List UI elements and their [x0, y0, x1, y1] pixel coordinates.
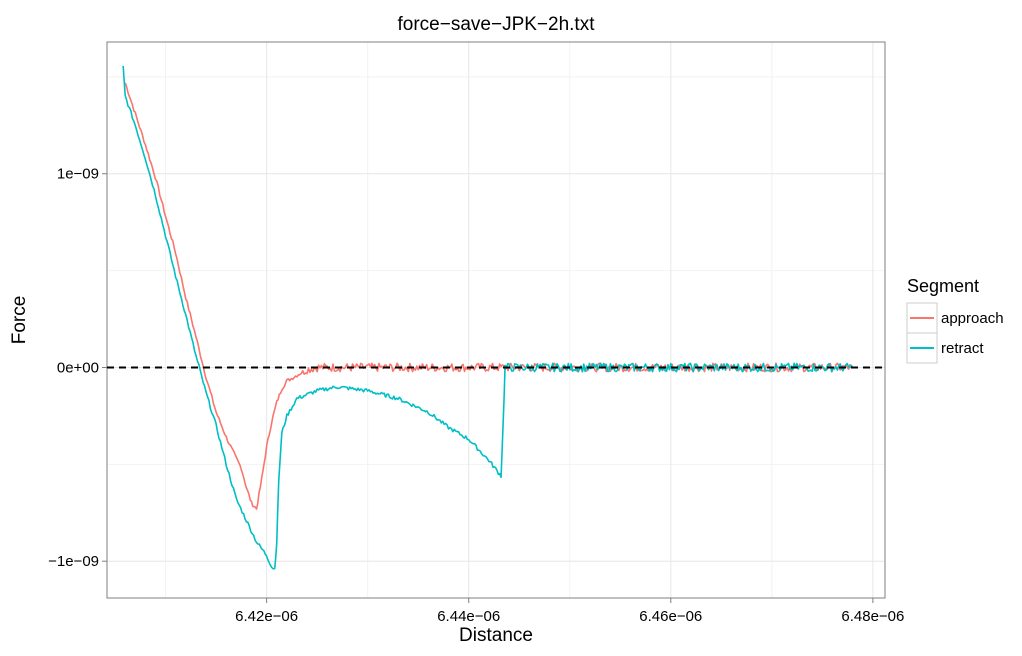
y-tick-label: 1e−09 [57, 166, 99, 183]
x-tick-label: 6.46e−06 [639, 608, 702, 625]
major-gridlines [107, 42, 885, 598]
legend-label-retract: retract [941, 340, 984, 357]
x-tick-label: 6.42e−06 [235, 608, 298, 625]
series-line-retract [122, 65, 854, 570]
y-tick-label: −1e−09 [48, 553, 99, 570]
plot-panel-border [106, 41, 886, 599]
minor-gridlines [107, 42, 885, 598]
legend-title: Segment [907, 276, 979, 296]
x-tick-label: 6.44e−06 [437, 608, 500, 625]
y-tick-label: 0e+00 [57, 359, 99, 376]
series-layer [122, 65, 854, 570]
series-line-approach [124, 82, 854, 510]
y-axis: −1e−09 0e+00 1e−09 [48, 166, 107, 570]
chart-title: force−save−JPK−2h.txt [398, 14, 596, 35]
legend: Segment approach retract [906, 276, 1004, 364]
x-tick-label: 6.48e−06 [841, 608, 904, 625]
x-axis-label: Distance [459, 625, 533, 646]
y-axis-label: Force [9, 296, 30, 345]
legend-label-approach: approach [941, 310, 1004, 327]
x-axis: 6.42e−06 6.44e−06 6.46e−06 6.48e−06 [235, 598, 904, 625]
